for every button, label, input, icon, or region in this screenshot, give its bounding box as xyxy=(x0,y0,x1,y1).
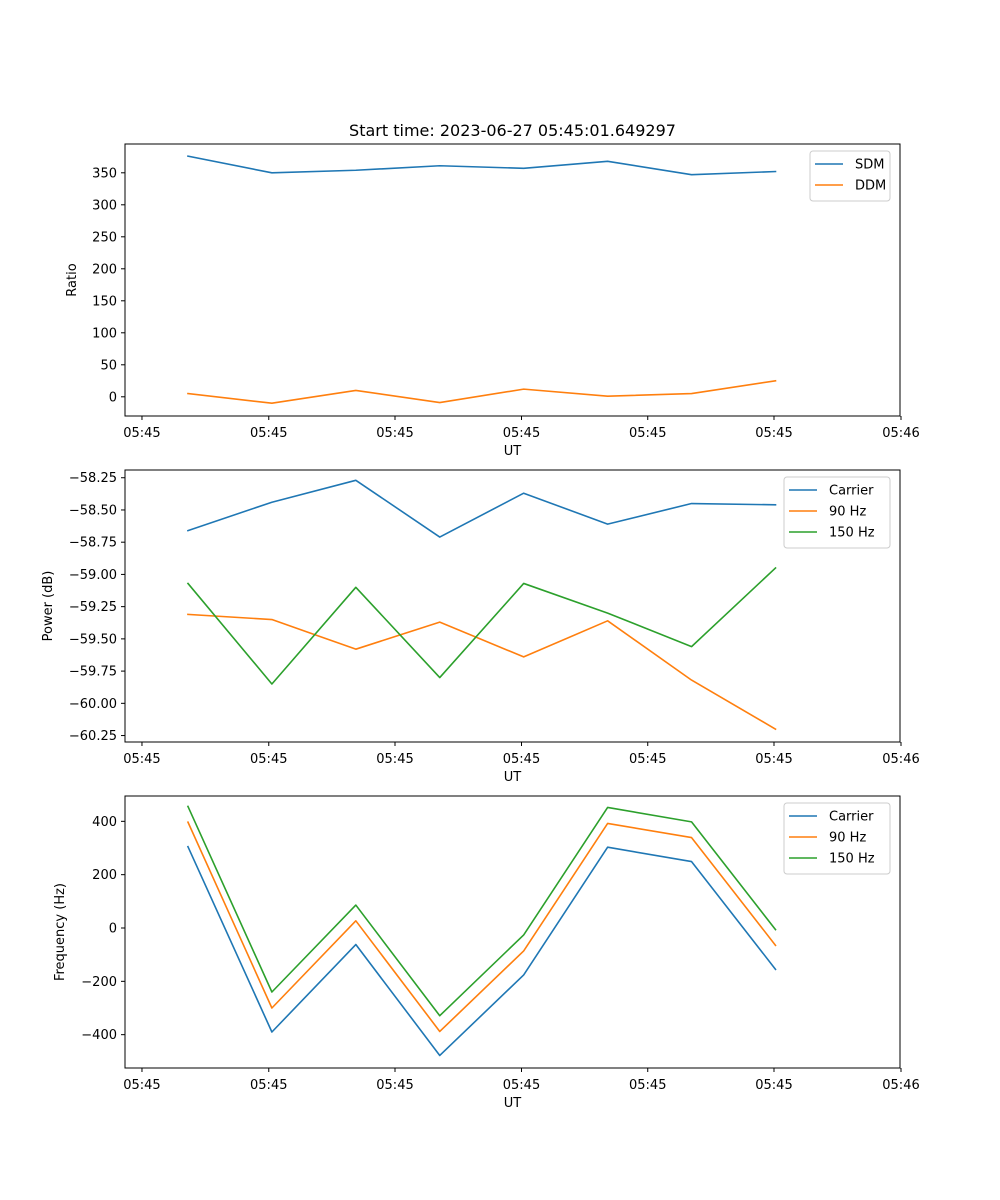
x-tick-label: 05:45 xyxy=(755,1078,792,1093)
chart-panel-1: 05:45 05:45 05:45 05:45 05:45 05:45 05:46 0 50 10… xyxy=(65,143,920,459)
legend: SDM DDM xyxy=(809,150,891,202)
legend-label: 90 Hz xyxy=(829,505,866,520)
x-tick-label: 05:45 xyxy=(503,426,540,441)
x-tick-label: 05:45 xyxy=(629,426,666,441)
y-axis-label: Power (dB) xyxy=(41,571,56,642)
y-tick-label: 0 xyxy=(109,390,117,405)
x-tick-label: 05:45 xyxy=(503,752,540,767)
legend-box xyxy=(783,476,891,549)
x-tick-label: 05:45 xyxy=(376,752,413,767)
x-tick-label: 05:45 xyxy=(123,1078,160,1093)
series-line-2-3 xyxy=(186,566,777,685)
x-tick-label: 05:45 xyxy=(250,752,287,767)
y-tick-label: 200 xyxy=(92,868,117,883)
y-tick-label: −58.75 xyxy=(69,536,117,551)
chart-panel-3: 05:45 05:45 05:45 05:45 05:45 05:45 05:46 −400 −… xyxy=(53,795,920,1111)
y-tick-label: 50 xyxy=(100,358,117,373)
y-tick-label: −59.50 xyxy=(69,632,117,647)
chart-panel-2: 05:45 05:45 05:45 05:45 05:45 05:45 05:46 −58.2… xyxy=(41,469,920,785)
y-axis-label: Ratio xyxy=(65,263,80,296)
y-tick-label: 150 xyxy=(92,294,117,309)
legend-label: Carrier xyxy=(829,484,874,499)
axes-frame xyxy=(124,795,901,1069)
series-line-3-3 xyxy=(186,805,777,1017)
x-tick-label: 05:45 xyxy=(250,1078,287,1093)
x-tick-label: 05:45 xyxy=(629,752,666,767)
y-tick-label: 100 xyxy=(92,326,117,341)
axes-frame xyxy=(124,143,901,417)
series-line-2-2 xyxy=(187,613,777,731)
y-tick-label: 0 xyxy=(109,922,117,937)
series-line-3-2 xyxy=(186,821,777,1033)
legend-label: 90 Hz xyxy=(829,831,866,846)
legend-label: 150 Hz xyxy=(829,526,875,541)
series-line-1-2 xyxy=(187,379,777,405)
legend: Carrier 90 Hz 150 Hz xyxy=(783,802,891,875)
y-tick-label: −200 xyxy=(81,975,117,990)
y-tick-label: 400 xyxy=(92,815,117,830)
series-line-2-1 xyxy=(186,479,777,538)
legend-label: Carrier xyxy=(829,810,874,825)
y-axis-label: Frequency (Hz) xyxy=(53,883,68,981)
x-tick-label: 05:45 xyxy=(503,1078,540,1093)
legend: Carrier 90 Hz 150 Hz xyxy=(783,476,891,549)
x-tick-label: 05:45 xyxy=(755,752,792,767)
legend-box xyxy=(783,802,891,875)
legend-label: 150 Hz xyxy=(829,852,875,867)
x-tick-label: 05:45 xyxy=(123,752,160,767)
y-tick-label: −60.25 xyxy=(69,729,117,744)
x-tick-label: 05:45 xyxy=(250,426,287,441)
y-tick-label: −59.75 xyxy=(69,665,117,680)
y-tick-label: −58.50 xyxy=(69,503,117,518)
x-tick-label: 05:45 xyxy=(755,426,792,441)
y-tick-label: 350 xyxy=(92,166,117,181)
x-tick-label: 05:46 xyxy=(882,426,919,441)
y-tick-label: −400 xyxy=(81,1028,117,1043)
x-tick-label: 05:46 xyxy=(882,1078,919,1093)
y-tick-label: −59.25 xyxy=(69,600,117,615)
x-tick-label: 05:46 xyxy=(882,752,919,767)
x-tick-label: 05:45 xyxy=(629,1078,666,1093)
y-tick-label: −58.25 xyxy=(69,471,117,486)
series-line-1-1 xyxy=(187,155,777,176)
y-tick-label: −60.00 xyxy=(69,697,117,712)
x-tick-label: 05:45 xyxy=(376,1078,413,1093)
legend-label: SDM xyxy=(855,158,884,173)
y-tick-label: 200 xyxy=(92,262,117,277)
y-tick-label: −59.00 xyxy=(69,568,117,583)
y-tick-label: 300 xyxy=(92,198,117,213)
x-axis-label: UT xyxy=(504,444,522,459)
x-axis-label: UT xyxy=(504,1096,522,1111)
series-line-3-1 xyxy=(186,845,777,1057)
chart-title: Start time: 2023-06-27 05:45:01.649297 xyxy=(349,121,676,140)
x-tick-label: 05:45 xyxy=(123,426,160,441)
x-axis-label: UT xyxy=(504,770,522,785)
axes-frame xyxy=(124,469,901,743)
x-tick-label: 05:45 xyxy=(376,426,413,441)
legend-label: DDM xyxy=(855,179,886,194)
y-tick-label: 250 xyxy=(92,230,117,245)
